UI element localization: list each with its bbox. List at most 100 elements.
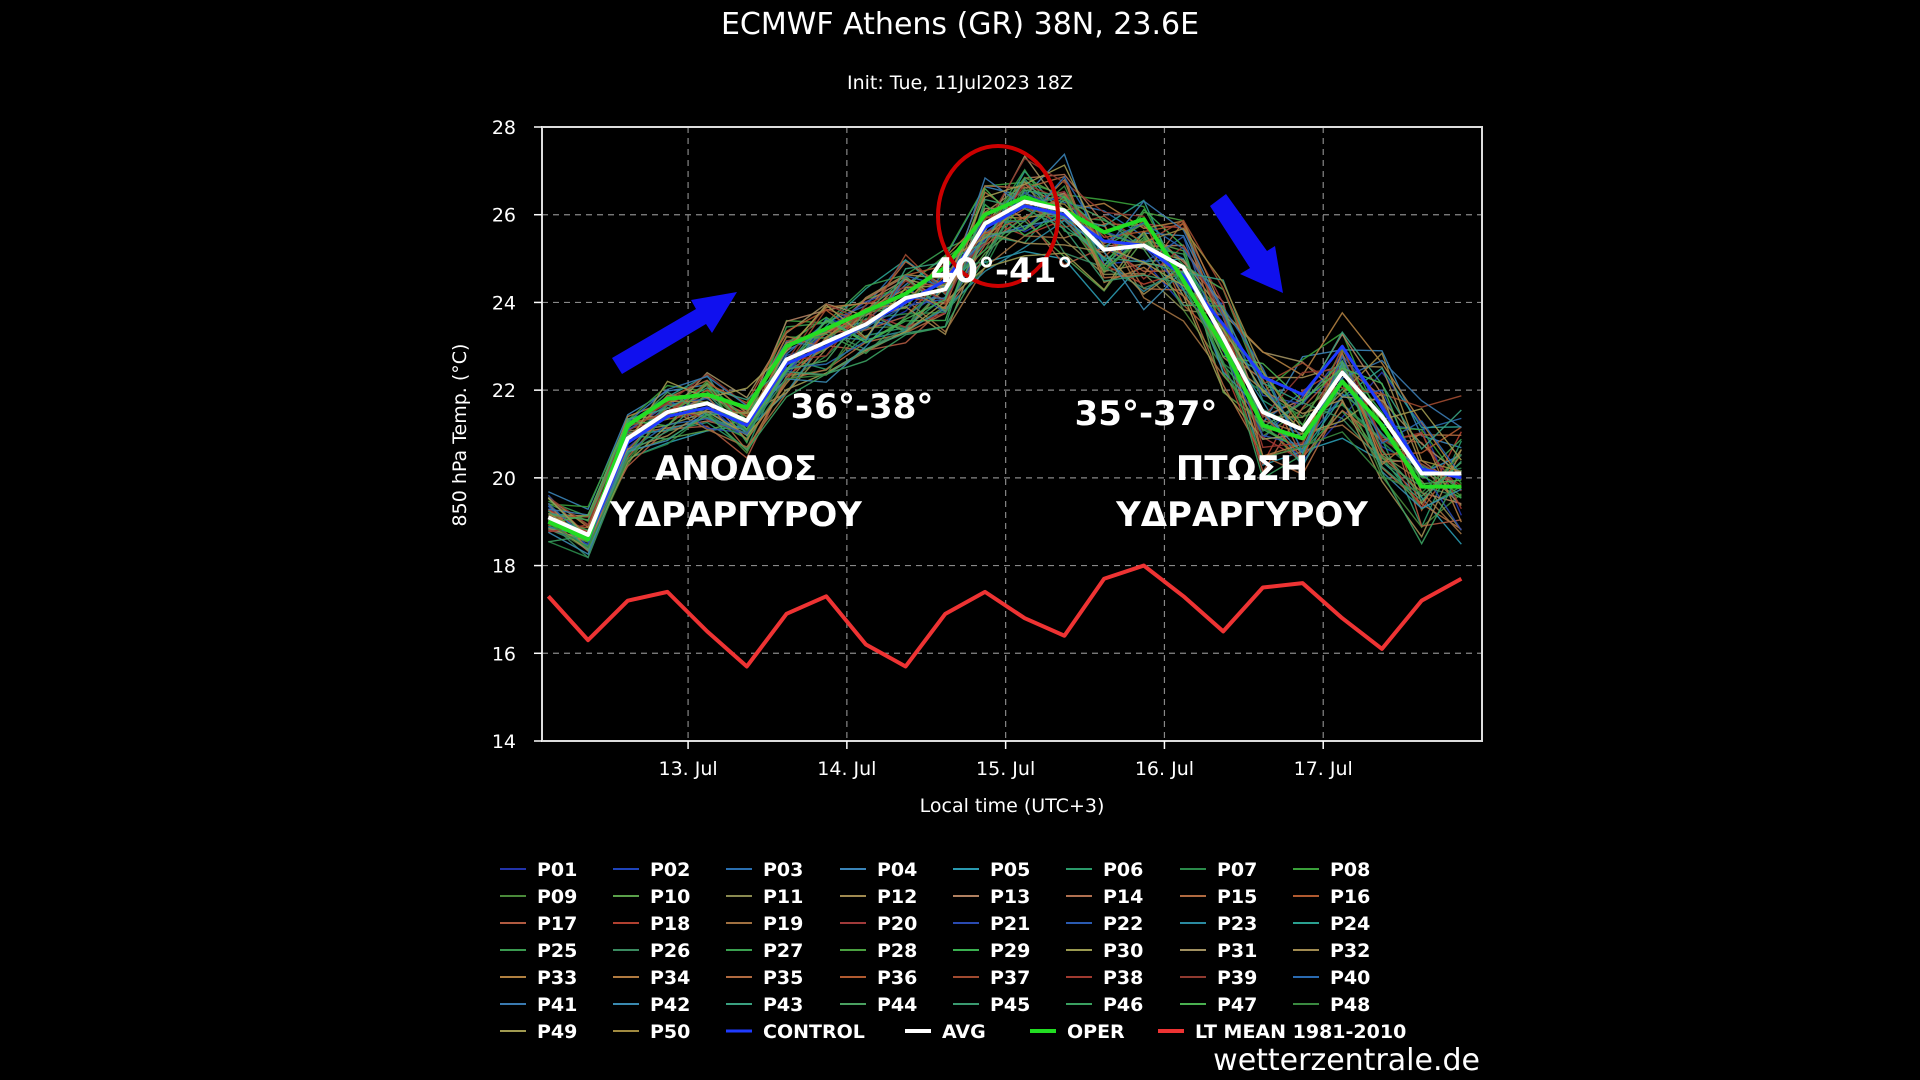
legend-label: P34 <box>650 967 690 989</box>
legend-item-p40: P40 <box>1293 967 1370 989</box>
y-tick-label: 18 <box>492 556 516 578</box>
legend-item-p46: P46 <box>1066 994 1143 1016</box>
watermark: wetterzentrale.de <box>1213 1043 1480 1078</box>
y-tick-label: 24 <box>492 292 516 314</box>
legend-label: P47 <box>1217 994 1257 1016</box>
legend-label: P12 <box>877 886 917 908</box>
series-line-oper <box>547 195 1462 542</box>
legend-label: P20 <box>877 913 917 935</box>
legend-label: P40 <box>1330 967 1370 989</box>
legend-label: P29 <box>990 940 1030 962</box>
x-tick-label: 14. Jul <box>817 758 876 780</box>
y-axis-label: 850 hPa Temp. (°C) <box>449 344 471 527</box>
series-line-p47 <box>548 187 1462 525</box>
legend-item-p39: P39 <box>1180 967 1257 989</box>
y-tick-label: 22 <box>492 380 516 402</box>
legend-item-p48: P48 <box>1293 994 1370 1016</box>
annotations: 36°-38° 40°-41° 35°-37° ΑΝΟΔΟΣ ΥΔΡΑΡΓΥΡΟ… <box>609 144 1368 535</box>
legend-label: P30 <box>1103 940 1143 962</box>
y-tick-label: 20 <box>492 468 516 490</box>
x-tick-label: 17. Jul <box>1294 758 1353 780</box>
legend-label: P37 <box>990 967 1030 989</box>
legend-item-p01: P01 <box>500 859 577 881</box>
legend-label: P02 <box>650 859 690 881</box>
annotation-fall-line2: ΥΔΡΑΡΓΥΡΟΥ <box>1115 495 1368 535</box>
legend-label: P10 <box>650 886 690 908</box>
legend-item-p16: P16 <box>1293 886 1370 908</box>
legend-label: P18 <box>650 913 690 935</box>
legend: P01 P02 P03 P04 P05 P06 P07 P08 P09 P10 P11 P12 P13 P… <box>500 859 1406 1043</box>
series-line-control <box>547 204 1462 541</box>
legend-label: LT MEAN 1981-2010 <box>1195 1021 1406 1043</box>
series-line-p46 <box>548 189 1462 546</box>
legend-item-p19: P19 <box>726 913 803 935</box>
legend-item-p17: P17 <box>500 913 577 935</box>
legend-label: P03 <box>763 859 803 881</box>
legend-item-p27: P27 <box>726 940 803 962</box>
legend-label: CONTROL <box>763 1021 865 1043</box>
legend-label: P07 <box>1217 859 1257 881</box>
legend-item-p03: P03 <box>726 859 803 881</box>
annotation-fall-temp: 35°-37° <box>1075 394 1218 434</box>
legend-item-p38: P38 <box>1066 967 1143 989</box>
series-line-p28 <box>548 176 1462 522</box>
legend-label: OPER <box>1067 1021 1125 1043</box>
legend-label: P17 <box>537 913 577 935</box>
legend-item-p18: P18 <box>613 913 690 935</box>
legend-label: P32 <box>1330 940 1370 962</box>
legend-label: P11 <box>763 886 803 908</box>
legend-label: P23 <box>1217 913 1257 935</box>
legend-item-p36: P36 <box>840 967 917 989</box>
y-tick-labels: 14 16 18 20 22 24 26 28 <box>492 117 542 753</box>
legend-item-p45: P45 <box>953 994 1030 1016</box>
legend-label: P31 <box>1217 940 1257 962</box>
legend-item-p47: P47 <box>1180 994 1257 1016</box>
legend-label: P08 <box>1330 859 1370 881</box>
legend-label: P26 <box>650 940 690 962</box>
legend-item-p04: P04 <box>840 859 917 881</box>
legend-item-p33: P33 <box>500 967 577 989</box>
legend-item-p42: P42 <box>613 994 690 1016</box>
legend-label: P06 <box>1103 859 1143 881</box>
legend-label: P35 <box>763 967 803 989</box>
legend-item-p24: P24 <box>1293 913 1370 935</box>
series-line-p35 <box>548 175 1462 522</box>
legend-label: P14 <box>1103 886 1143 908</box>
legend-label: P50 <box>650 1021 690 1043</box>
legend-item-p43: P43 <box>726 994 803 1016</box>
legend-item-p10: P10 <box>613 886 690 908</box>
legend-label: P46 <box>1103 994 1143 1016</box>
legend-item-p13: P13 <box>953 886 1030 908</box>
legend-label: P04 <box>877 859 917 881</box>
annotation-rise-temp: 36°-38° <box>791 387 934 427</box>
chart-subtitle: Init: Tue, 11Jul2023 18Z <box>847 72 1073 94</box>
legend-item-p31: P31 <box>1180 940 1257 962</box>
legend-item-p20: P20 <box>840 913 917 935</box>
y-tick-label: 14 <box>492 731 516 753</box>
falling-arrow-icon <box>1210 194 1283 293</box>
legend-item-p05: P05 <box>953 859 1030 881</box>
legend-item-p09: P09 <box>500 886 577 908</box>
series-line-avg <box>547 199 1462 537</box>
legend-label: P01 <box>537 859 577 881</box>
legend-item-p34: P34 <box>613 967 690 989</box>
legend-label: P28 <box>877 940 917 962</box>
series-line-lt-mean-1981-2010 <box>546 563 1463 669</box>
legend-label: P43 <box>763 994 803 1016</box>
falling-arrow-shape <box>1210 194 1283 293</box>
legend-label: P49 <box>537 1021 577 1043</box>
y-tick-label: 16 <box>492 643 516 665</box>
legend-label: P33 <box>537 967 577 989</box>
annotation-rise-line2: ΥΔΡΑΡΓΥΡΟΥ <box>609 495 862 535</box>
series-line-p32 <box>548 231 1462 542</box>
legend-item-p49: P49 <box>500 1021 577 1043</box>
legend-label: P36 <box>877 967 917 989</box>
legend-label: P09 <box>537 886 577 908</box>
x-tick-label: 13. Jul <box>658 758 717 780</box>
legend-item-p12: P12 <box>840 886 917 908</box>
legend-item-p50: P50 <box>613 1021 690 1043</box>
x-tick-label: 16. Jul <box>1135 758 1194 780</box>
x-tick-labels: 13. Jul 14. Jul 15. Jul 16. Jul 17. Jul <box>658 741 1353 780</box>
x-axis-label: Local time (UTC+3) <box>920 795 1105 817</box>
legend-label: AVG <box>942 1021 986 1043</box>
